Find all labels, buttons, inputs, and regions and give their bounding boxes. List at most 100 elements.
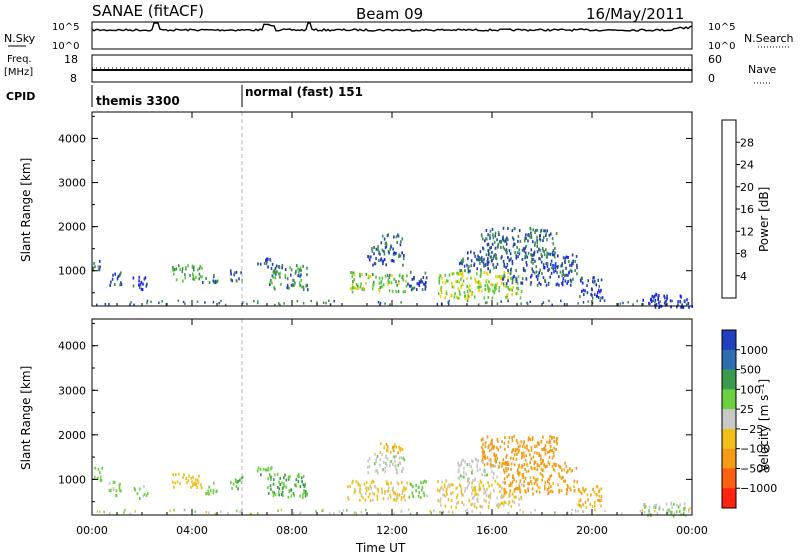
echo-cell	[388, 276, 391, 279]
echo-cell	[421, 280, 424, 284]
echo-cell	[530, 275, 532, 279]
echo-cell	[306, 284, 309, 288]
echo-cell	[671, 506, 673, 509]
echo-cell	[272, 275, 275, 279]
echo-cell	[670, 512, 672, 516]
velocity-y-axis-label: Slant Range [km]	[19, 366, 33, 470]
echo-cell	[562, 272, 565, 276]
echo-cell	[458, 289, 461, 293]
echo-cell	[356, 284, 359, 288]
echo-cell	[566, 484, 569, 487]
echo-cell	[484, 288, 487, 291]
echo-cell	[374, 452, 376, 456]
echo-cell	[367, 486, 369, 490]
echo-cell	[517, 468, 519, 472]
echo-cell	[546, 480, 549, 484]
echo-cell	[374, 462, 376, 466]
echo-cell	[402, 263, 404, 267]
echo-cell	[443, 483, 446, 487]
echo-cell	[516, 447, 518, 451]
echo-cell	[665, 299, 667, 303]
echo-cell	[536, 235, 538, 239]
echo-cell	[564, 259, 567, 263]
echo-cell	[482, 451, 485, 455]
echo-cell	[398, 445, 400, 449]
echo-cell	[543, 253, 546, 257]
echo-cell	[534, 229, 537, 233]
echo-cell	[507, 503, 510, 507]
echo-cell	[383, 237, 386, 241]
echo-cell	[508, 511, 510, 515]
echo-cell	[173, 485, 175, 489]
echo-cell	[561, 281, 563, 285]
echo-cell	[230, 278, 232, 282]
echo-cell	[595, 485, 598, 488]
nsearch-tick-top: 10^5	[708, 22, 735, 33]
echo-cell	[527, 438, 530, 442]
echo-cell	[445, 290, 448, 294]
echo-cell	[670, 501, 672, 505]
echo-cell	[370, 486, 372, 490]
echo-cell	[440, 497, 442, 501]
echo-cell	[538, 247, 540, 251]
echo-cell	[539, 237, 541, 241]
echo-cell	[506, 264, 509, 268]
echo-cell	[486, 301, 488, 304]
echo-cell	[322, 301, 325, 304]
echo-cell	[468, 477, 470, 480]
echo-cell	[592, 281, 595, 285]
echo-cell	[213, 274, 215, 277]
echo-cell	[391, 488, 394, 492]
echo-cell	[677, 505, 680, 509]
echo-cell	[489, 236, 491, 240]
echo-cell	[580, 279, 582, 283]
echo-cell	[549, 252, 552, 256]
echo-cell	[562, 269, 564, 273]
echo-cell	[459, 474, 462, 478]
echo-cell	[654, 504, 656, 507]
echo-cell	[489, 492, 492, 496]
echo-cell	[503, 247, 506, 251]
echo-cell	[195, 483, 197, 486]
echo-cell	[496, 496, 499, 500]
echo-cell	[531, 482, 533, 486]
echo-cell	[569, 488, 572, 492]
echo-cell	[270, 475, 272, 479]
echo-cell	[297, 479, 300, 483]
echo-cell	[558, 490, 560, 494]
echo-cell	[212, 489, 215, 493]
echo-cell	[506, 462, 508, 466]
echo-cell	[270, 487, 272, 491]
echo-cell	[551, 449, 554, 453]
echo-cell	[536, 241, 539, 245]
echo-cell	[556, 271, 558, 275]
echo-cell	[141, 288, 144, 292]
echo-cell	[421, 288, 424, 292]
echo-cell	[376, 455, 379, 458]
echo-cell	[510, 462, 513, 466]
echo-cell	[651, 294, 654, 298]
echo-cell	[458, 262, 461, 266]
echo-cell	[377, 301, 380, 304]
echo-cell	[495, 503, 498, 507]
echo-cell	[270, 266, 273, 270]
echo-cell	[469, 284, 471, 288]
echo-cell	[273, 473, 276, 477]
echo-cell	[395, 468, 398, 472]
echo-cell	[527, 469, 530, 473]
echo-cell	[234, 478, 237, 482]
echo-cell	[467, 511, 470, 514]
echo-cell	[471, 291, 474, 295]
echo-cell	[198, 266, 201, 270]
echo-cell	[259, 467, 262, 471]
echo-cell	[654, 300, 656, 304]
echo-cell	[409, 284, 411, 288]
echo-cell	[487, 296, 490, 299]
echo-cell	[471, 471, 473, 475]
echo-cell	[569, 263, 571, 267]
echo-cell	[457, 461, 459, 465]
echo-cell	[504, 436, 506, 440]
echo-cell	[673, 502, 675, 506]
echo-cell	[459, 464, 461, 468]
echo-cell	[544, 487, 546, 491]
